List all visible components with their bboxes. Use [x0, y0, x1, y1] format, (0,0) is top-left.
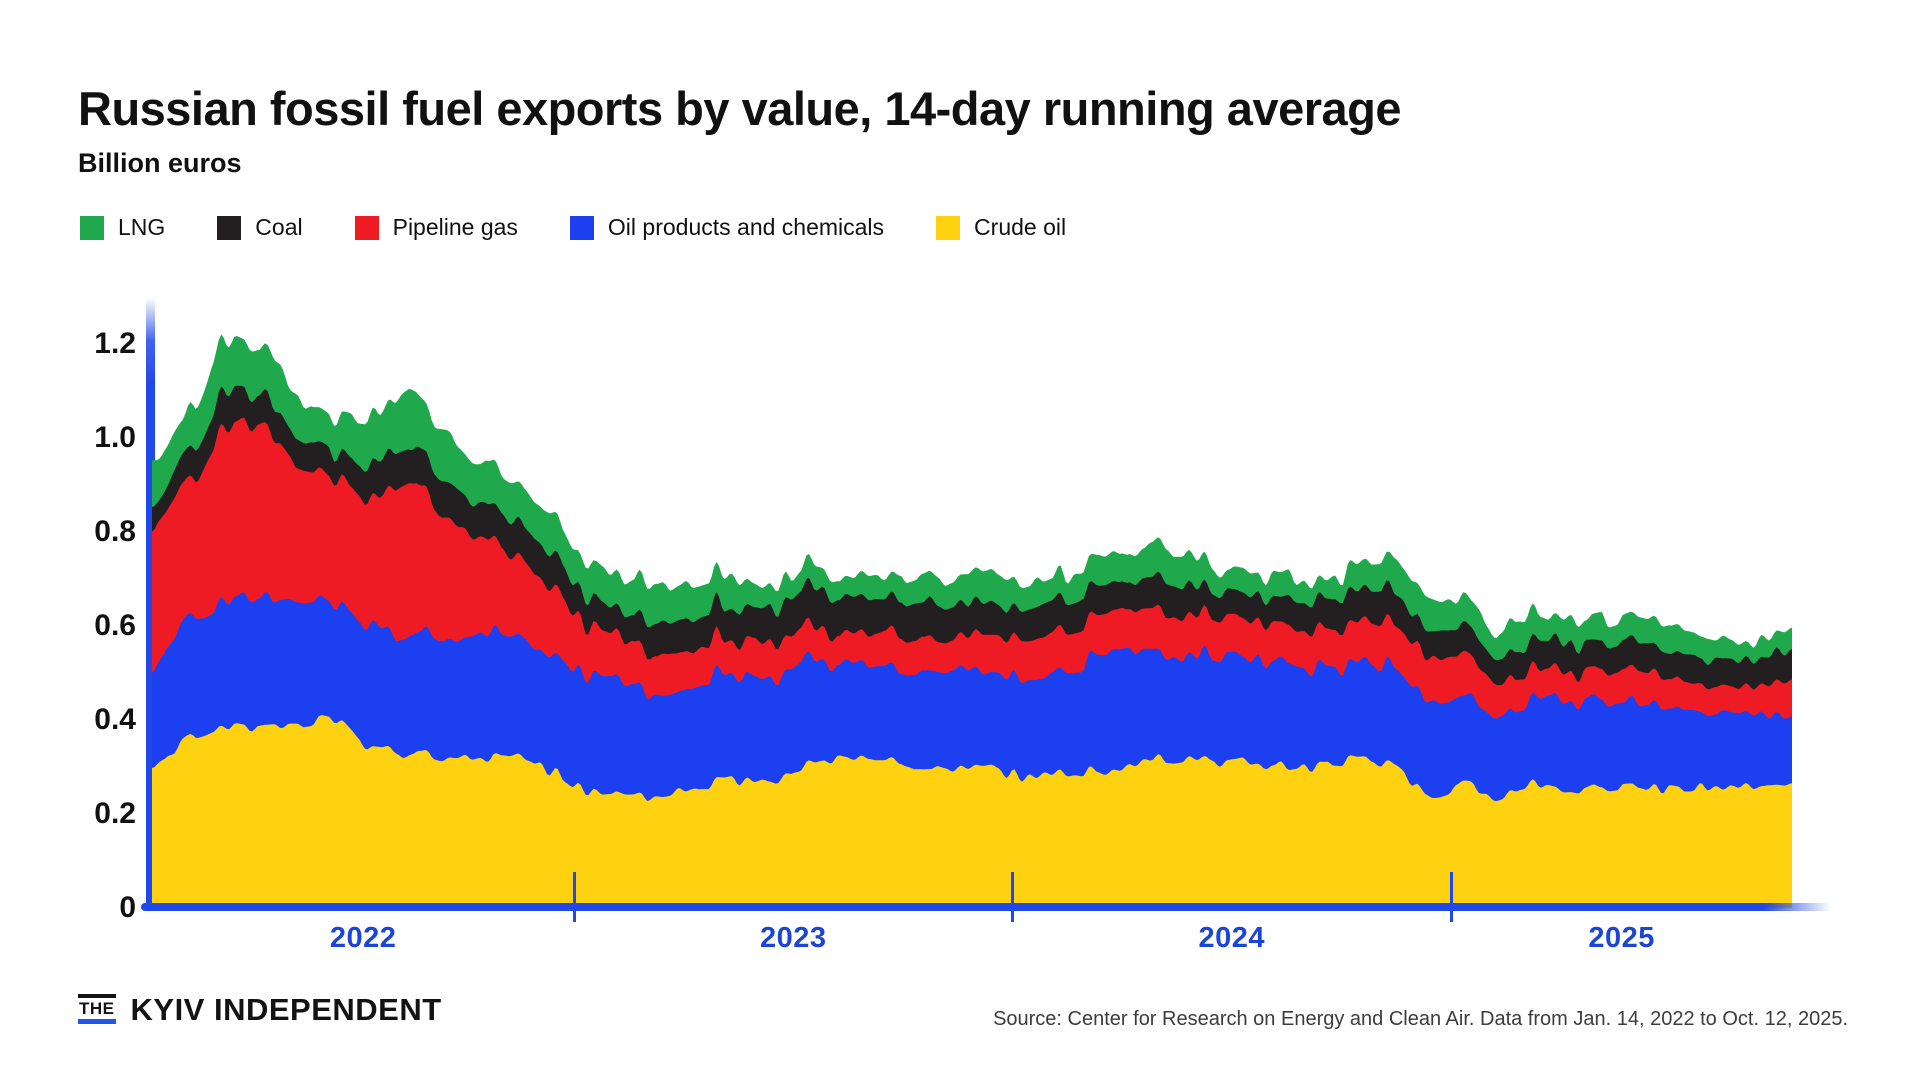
area-series-crude-oil	[152, 715, 1792, 908]
legend-swatch	[354, 215, 379, 240]
source-attribution: Source: Center for Research on Energy an…	[993, 1008, 1848, 1030]
kyiv-independent-logo: THE KYIV INDEPENDENT	[78, 991, 442, 1027]
x-tick-label-2022: 2022	[329, 922, 397, 954]
legend: LNG Coal Pipeline gas Oil products and chem…	[80, 214, 1066, 241]
y-tick-label-0: 0	[119, 891, 136, 924]
legend-swatch	[80, 215, 104, 240]
y-tick-label-1.2: 1.2	[94, 327, 136, 360]
legend-label: Pipeline gas	[392, 214, 518, 240]
x-tick-mark-2025	[1449, 872, 1453, 922]
y-tick-label-0.6: 0.6	[94, 609, 136, 642]
legend-swatch	[569, 215, 594, 240]
y-tick-label-1.0: 1.0	[94, 421, 136, 454]
legend-item-pipeline-gas: Pipeline gas	[354, 214, 518, 241]
legend-label: Coal	[255, 214, 303, 240]
y-axis-line	[146, 298, 155, 911]
stacked-area-chart	[152, 300, 1792, 908]
x-tick-label-2023: 2023	[759, 922, 827, 954]
page-title: Russian fossil fuel exports by value, 14…	[78, 82, 1402, 136]
legend-item-oil-products-and-chemicals: Oil products and chemicals	[569, 214, 885, 241]
y-tick-label-0.2: 0.2	[94, 797, 136, 830]
y-tick-label-0.8: 0.8	[94, 515, 136, 548]
logo-the-mark: THE	[78, 994, 116, 1024]
x-axis-line	[141, 903, 1831, 911]
legend-item-crude-oil: Crude oil	[936, 214, 1066, 241]
legend-item-coal: Coal	[217, 214, 303, 241]
legend-label: LNG	[118, 214, 166, 240]
legend-label: Crude oil	[974, 214, 1067, 240]
legend-item-lng: LNG	[80, 214, 165, 241]
logo-wordmark: KYIV INDEPENDENT	[130, 991, 442, 1027]
legend-swatch	[936, 215, 961, 240]
y-tick-label-0.4: 0.4	[94, 703, 136, 736]
chart-svg	[152, 334, 1792, 908]
legend-swatch	[217, 215, 242, 240]
chart-units-subtitle: Billion euros	[78, 148, 242, 178]
legend-label: Oil products and chemicals	[607, 214, 885, 240]
x-tick-mark-2024	[1010, 872, 1014, 922]
x-tick-label-2025: 2025	[1588, 922, 1655, 954]
x-tick-mark-2023	[572, 872, 576, 922]
x-tick-label-2024: 2024	[1198, 922, 1265, 954]
